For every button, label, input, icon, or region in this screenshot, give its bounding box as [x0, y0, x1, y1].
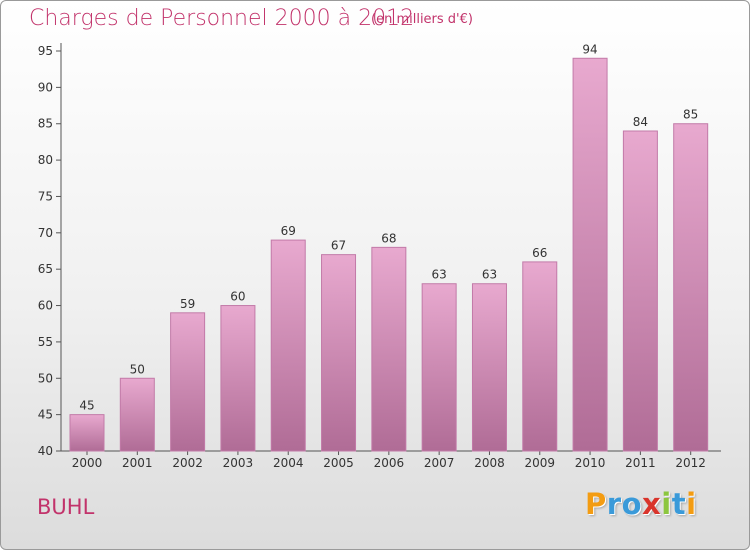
x-tick-label: 2005 — [323, 456, 354, 470]
y-tick-label: 50 — [38, 371, 53, 385]
logo-letter: x — [642, 487, 662, 521]
x-tick-label: 2001 — [122, 456, 153, 470]
bar-value-label: 45 — [79, 399, 94, 413]
bar — [471, 283, 507, 452]
bar-value-label: 59 — [180, 297, 195, 311]
y-tick-label: 95 — [38, 44, 53, 58]
bar — [371, 246, 407, 452]
bar — [572, 57, 608, 452]
commune-name: BUHL — [37, 495, 95, 519]
bar — [270, 239, 306, 452]
bar-value-label: 67 — [331, 239, 346, 253]
x-tick-label: 2010 — [575, 456, 606, 470]
bar-value-label: 66 — [532, 246, 547, 260]
bar — [522, 261, 558, 452]
y-tick-label: 90 — [38, 80, 53, 94]
x-tick-label: 2006 — [374, 456, 405, 470]
y-tick-label: 45 — [38, 408, 53, 422]
x-tick-label: 2002 — [172, 456, 203, 470]
y-tick-label: 80 — [38, 153, 53, 167]
x-tick-label: 2009 — [524, 456, 555, 470]
chart-title: Charges de Personnel 2000 à 2012 — [29, 6, 415, 31]
y-tick-label: 75 — [38, 189, 53, 203]
logo-letter: i — [686, 487, 697, 521]
y-tick-label: 65 — [38, 262, 53, 276]
bar-value-label: 85 — [683, 108, 698, 122]
y-tick-label: 85 — [38, 117, 53, 131]
logo-letter: i — [661, 487, 672, 521]
bar-value-label: 69 — [281, 224, 296, 238]
bar-value-label: 50 — [130, 362, 145, 376]
x-tick-label: 2003 — [223, 456, 254, 470]
chart-axes: 40 45 50 55 60 65 70 75 80 85 90 95 2000 2001 2002 2003… — [38, 43, 721, 470]
bar — [421, 283, 457, 452]
bar — [321, 254, 357, 452]
x-tick-label: 2007 — [424, 456, 455, 470]
y-tick-label: 40 — [38, 444, 53, 458]
x-tick-label: 2012 — [675, 456, 706, 470]
bar-value-label: 63 — [482, 268, 497, 282]
chart-subtitle: (en milliers d'€) — [371, 12, 473, 27]
bar-value-label: 63 — [432, 268, 447, 282]
x-tick-label: 2004 — [273, 456, 304, 470]
bar — [673, 123, 709, 452]
x-tick-label: 2008 — [474, 456, 505, 470]
chart-bars: 45 50 59 60 69 67 68 63 63 66 94 84 85 — [69, 42, 709, 452]
bar-value-label: 84 — [633, 115, 648, 129]
y-tick-label: 60 — [38, 299, 53, 313]
y-tick-label: 70 — [38, 226, 53, 240]
x-tick-label: 2011 — [625, 456, 656, 470]
bar — [69, 414, 105, 452]
bar — [170, 312, 206, 452]
x-tick-label: 2000 — [72, 456, 103, 470]
y-tick-label: 55 — [38, 335, 53, 349]
bar — [119, 377, 155, 452]
logo-letter: t — [671, 487, 687, 521]
logo-letter: o — [621, 487, 643, 521]
bar-value-label: 60 — [230, 290, 245, 304]
proxiti-logo: Proxiti — [585, 487, 697, 521]
bar-value-label: 94 — [582, 42, 597, 56]
bar-value-label: 68 — [381, 231, 396, 245]
logo-letter: P — [585, 487, 607, 521]
bar — [622, 130, 658, 452]
logo-letter: r — [606, 487, 622, 521]
bar — [220, 305, 256, 452]
